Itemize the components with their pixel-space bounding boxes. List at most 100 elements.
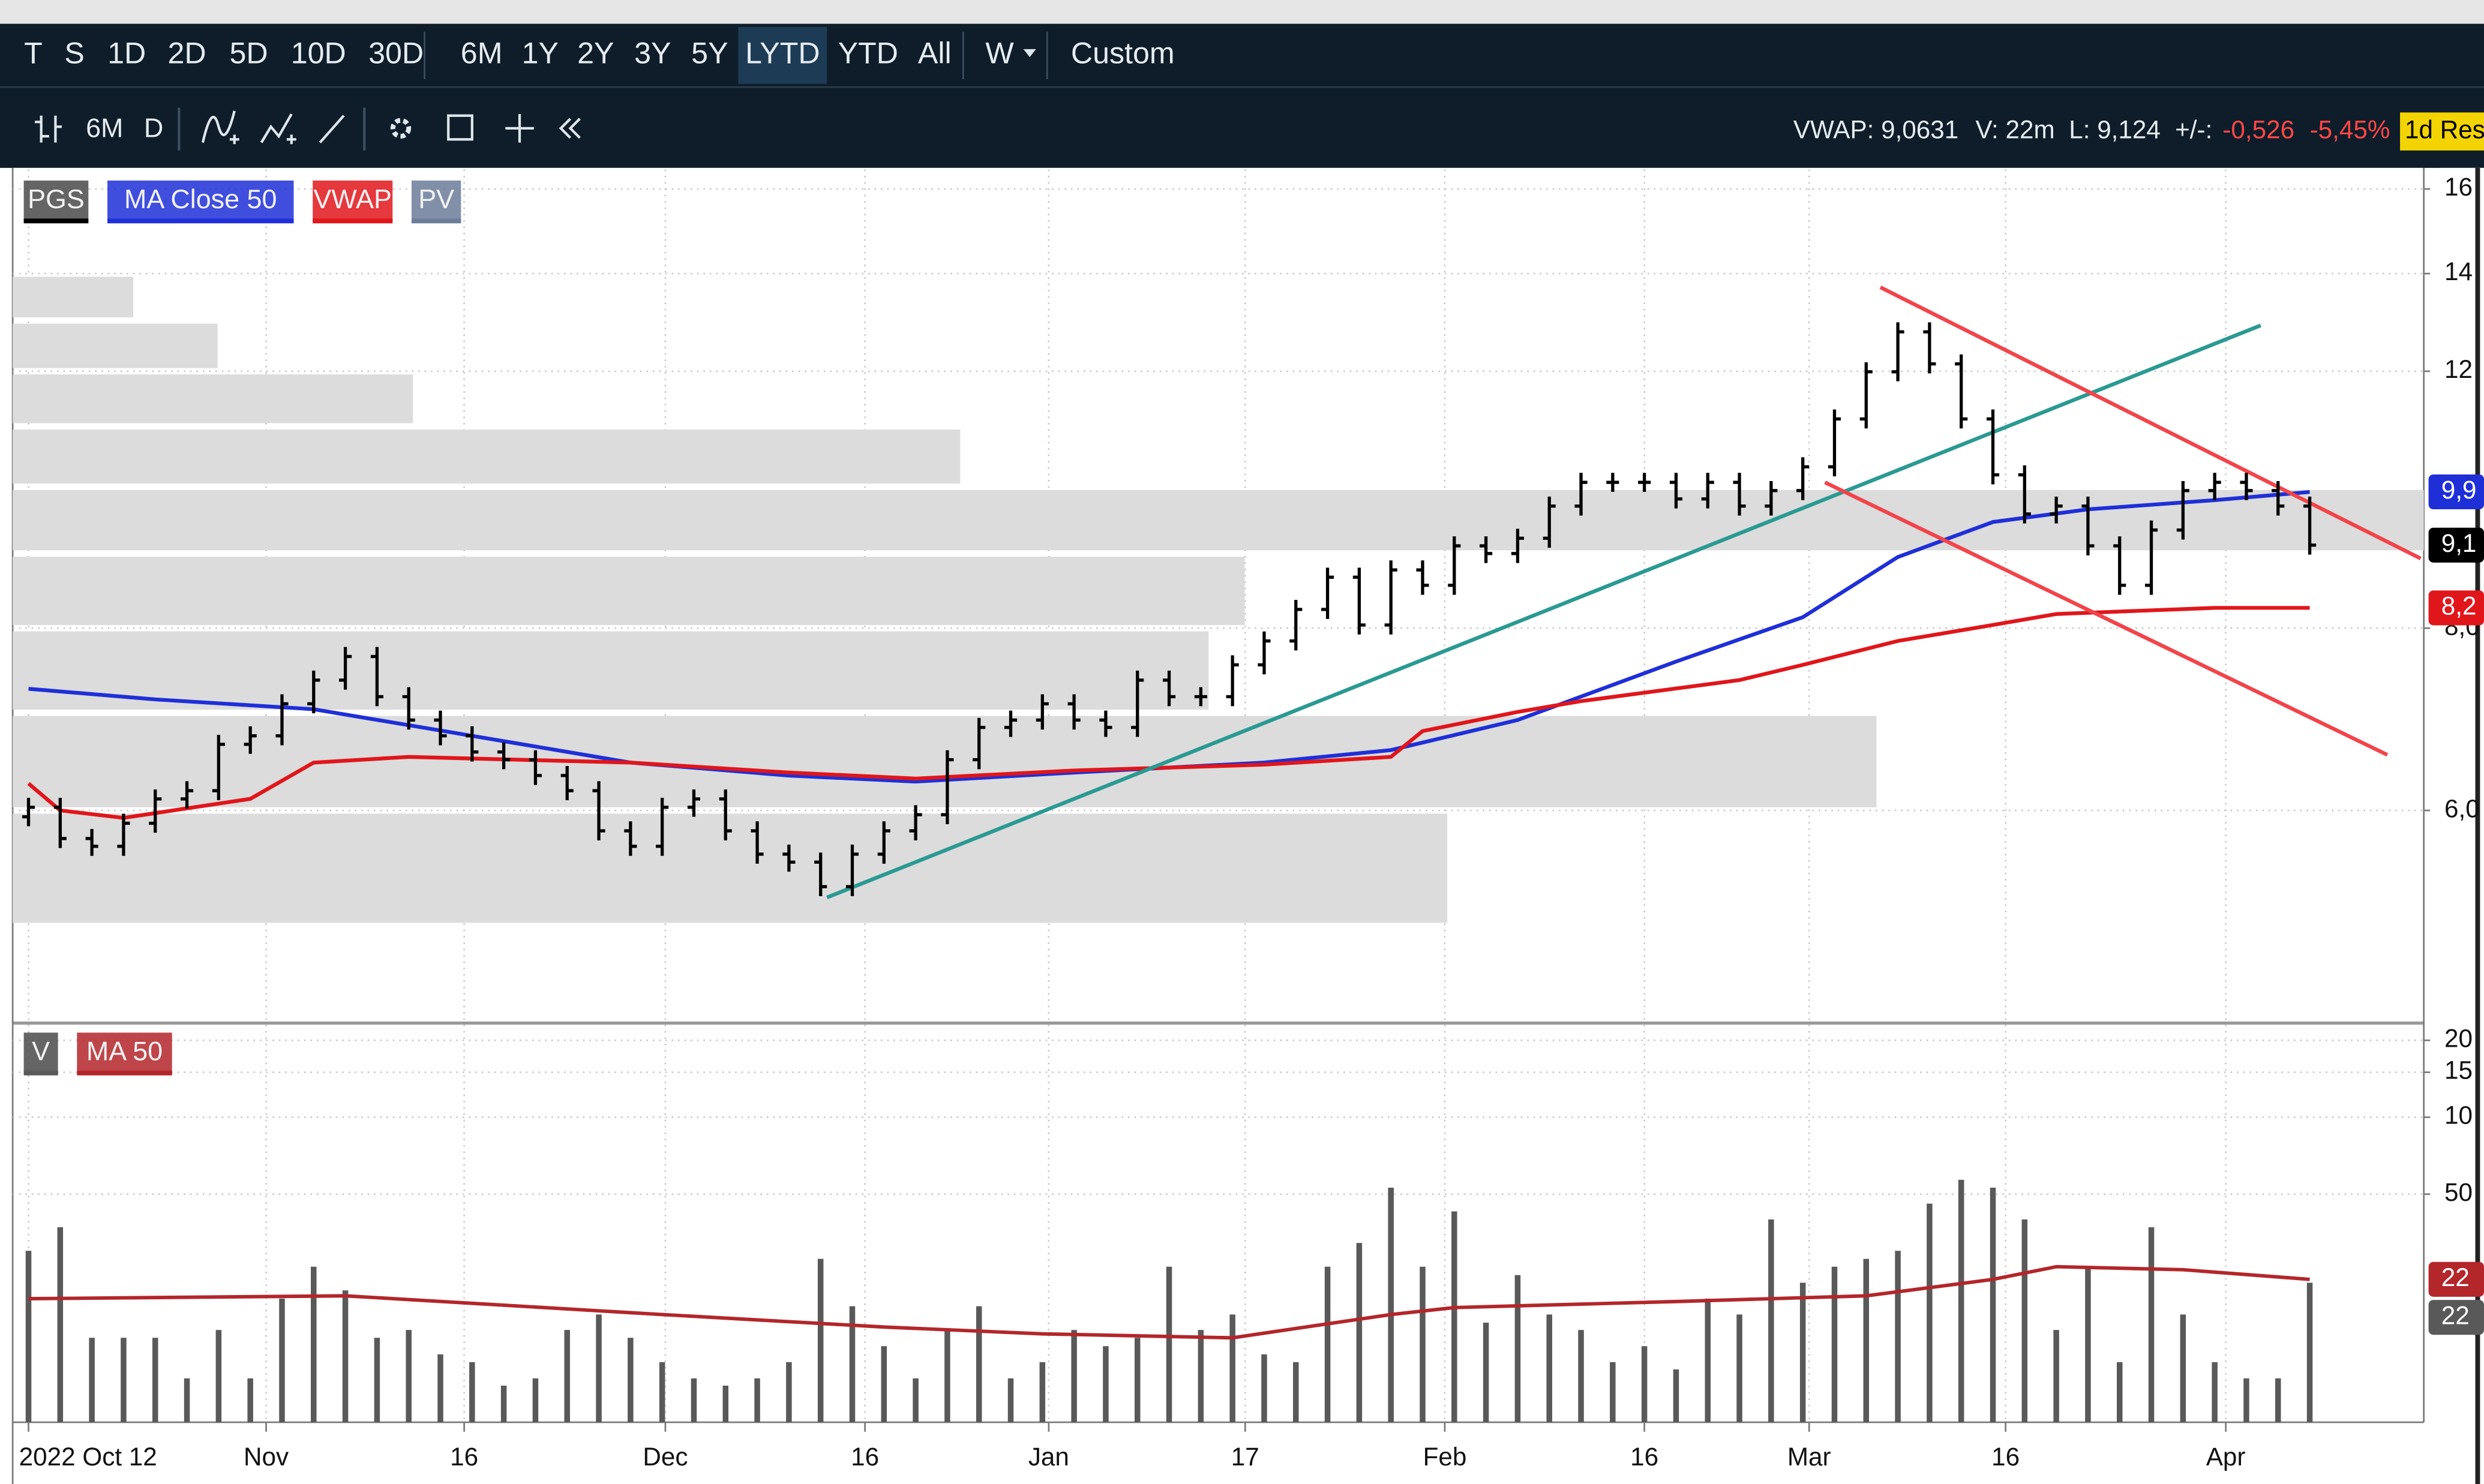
- crosshair-icon[interactable]: [505, 114, 534, 143]
- volume-bar: [437, 1354, 443, 1423]
- study-icon[interactable]: [260, 113, 296, 145]
- price-bar: [1194, 687, 1207, 707]
- x-tick-label: Apr: [2206, 1443, 2246, 1471]
- range-button[interactable]: 5D: [229, 37, 268, 70]
- volume-bar: [184, 1378, 190, 1423]
- range-button[interactable]: S: [64, 37, 84, 70]
- price-bar: [592, 781, 605, 840]
- range-button[interactable]: 1D: [107, 37, 146, 70]
- price-bar: [339, 647, 352, 690]
- range-button[interactable]: 5Y: [691, 37, 728, 70]
- price-bar: [180, 781, 194, 809]
- price-bar: [1416, 560, 1429, 595]
- range-button[interactable]: 6M: [461, 37, 503, 70]
- series-line: [28, 1264, 2310, 1340]
- range-button[interactable]: 2Y: [577, 37, 614, 70]
- range-button[interactable]: T: [24, 37, 43, 70]
- volume-bar: [152, 1338, 158, 1423]
- range-button[interactable]: YTD: [838, 37, 898, 70]
- layout-icon[interactable]: [447, 114, 473, 141]
- price-tag: [2428, 474, 2484, 510]
- indicator-icon[interactable]: [201, 110, 239, 145]
- price-bar: [1796, 457, 1810, 500]
- volume-bar: [1863, 1258, 1870, 1423]
- y-tick-label: 6,0: [2444, 794, 2480, 822]
- volume-bar: [944, 1330, 950, 1423]
- y-tick-label: 20: [2444, 1025, 2473, 1053]
- volume-bar: [1990, 1187, 1996, 1423]
- volume-profile-bar: [13, 429, 961, 484]
- series-line: [28, 489, 2310, 784]
- dropdown-arrow[interactable]: [1023, 49, 1036, 58]
- tool-button[interactable]: D: [144, 112, 163, 143]
- settings-icon[interactable]: [390, 118, 412, 139]
- volume-bar: [1514, 1275, 1521, 1423]
- price-tag: [2428, 1300, 2484, 1335]
- volume-bar: [406, 1330, 412, 1423]
- tool-button[interactable]: 6M: [86, 112, 123, 143]
- price-bar: [149, 789, 162, 833]
- legend-label[interactable]: PV: [418, 184, 454, 214]
- price-bar: [1448, 536, 1461, 595]
- price-bar: [877, 821, 890, 864]
- volume-bar: [1134, 1338, 1141, 1423]
- price-bar: [370, 647, 383, 707]
- range-button[interactable]: 3Y: [634, 37, 671, 70]
- volume-bar: [342, 1290, 349, 1423]
- price-bar: [687, 789, 701, 817]
- custom-button[interactable]: Custom: [1071, 37, 1175, 70]
- range-button[interactable]: All: [918, 37, 952, 70]
- range-button[interactable]: 2D: [167, 37, 206, 70]
- price-bar: [2144, 520, 2158, 595]
- price-bar: [814, 852, 827, 897]
- price-bar: [85, 829, 98, 856]
- price-bar: [1574, 473, 1588, 516]
- range-button[interactable]: 30D: [368, 37, 424, 70]
- volume-bar: [1483, 1323, 1489, 1423]
- price-bar: [2081, 496, 2095, 555]
- legend-label[interactable]: MA 50: [86, 1036, 163, 1067]
- volume-bar: [1927, 1203, 1933, 1423]
- collapse-icon[interactable]: [559, 118, 581, 139]
- volume-bar: [628, 1338, 634, 1423]
- price-tag: [2428, 590, 2484, 626]
- chart-layer: T S 1D 2D 5D 10D 30D 6M 1Y 2Y 3Y 5Y LYTD YTD All W Custo…: [13, 26, 2484, 1471]
- y-tick-label: 12: [2444, 355, 2473, 383]
- volume-bar: [1166, 1266, 1172, 1423]
- volume-bar: [532, 1378, 539, 1423]
- trend-line: [1824, 480, 2389, 757]
- interval-button[interactable]: W: [985, 37, 1014, 70]
- price-bar: [275, 694, 289, 746]
- volume-profile-bar: [13, 277, 134, 318]
- legend-chip-underline: [23, 218, 89, 224]
- price-tag-label: 8,2: [2441, 592, 2477, 620]
- range-button[interactable]: 10D: [291, 37, 346, 70]
- draw-line-icon[interactable]: [319, 115, 345, 144]
- range-button[interactable]: LYTD: [745, 37, 820, 70]
- price-tag-label: 9,9: [2441, 476, 2477, 504]
- price-bar: [2018, 465, 2031, 524]
- legend-label[interactable]: MA Close 50: [124, 184, 277, 214]
- price-bar: [1289, 600, 1303, 651]
- volume-bar: [1039, 1362, 1046, 1423]
- legend-label[interactable]: PGS: [28, 184, 85, 214]
- legend-label[interactable]: V: [32, 1036, 50, 1067]
- legend-label[interactable]: VWAP: [313, 184, 391, 214]
- volume-bar: [976, 1306, 982, 1423]
- volume-bar: [722, 1386, 729, 1423]
- volume-bar: [2021, 1219, 2028, 1423]
- range-button[interactable]: 1Y: [522, 37, 559, 70]
- volume-bar: [247, 1378, 253, 1423]
- price-bar: [1923, 322, 1936, 374]
- price-bar: [560, 766, 574, 801]
- volume-bar: [1610, 1362, 1616, 1423]
- volume-profile-bar: [13, 631, 1209, 710]
- price-bar: [1067, 694, 1081, 730]
- active-range-bg: [738, 26, 827, 84]
- price-bar: [2176, 481, 2189, 540]
- status-badge: 1d Res: [2405, 115, 2484, 143]
- volume-bar: [1546, 1314, 1552, 1423]
- x-tick-label: 16: [1630, 1443, 1658, 1471]
- bar-icon[interactable]: [35, 115, 62, 143]
